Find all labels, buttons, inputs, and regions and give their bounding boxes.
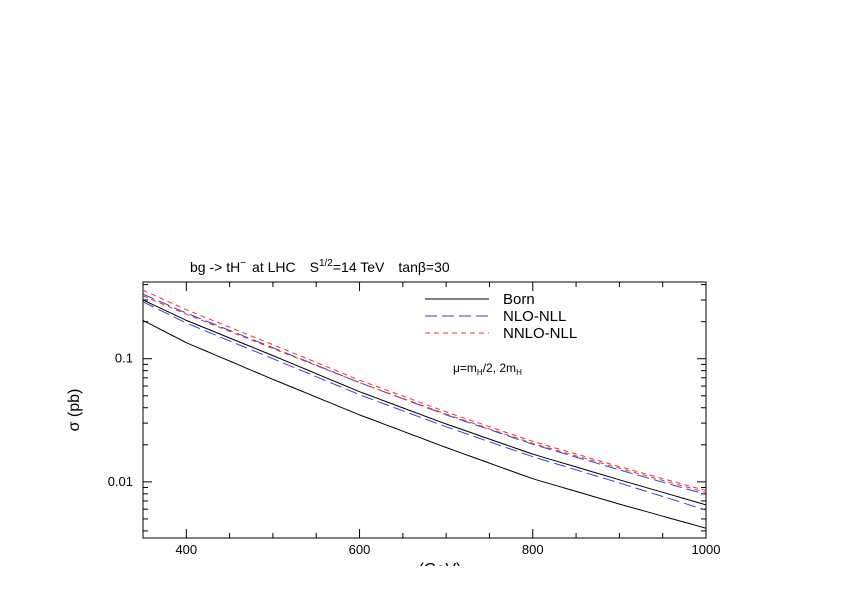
series-line-born — [143, 319, 706, 529]
legend-label: Born — [503, 291, 535, 308]
x-tick-label: 800 — [522, 542, 544, 557]
series-lines — [143, 289, 706, 529]
axis-ticks: 400 600 800 1000 0.01 0.1 — [108, 282, 721, 557]
legend-label: NNLO-NLL — [503, 325, 577, 342]
y-tick-label: 0.1 — [115, 351, 133, 366]
title-process: bg -> tH — [190, 259, 240, 275]
annot-sub2: H — [516, 368, 522, 377]
annot-mu: μ=m — [453, 361, 477, 375]
x-tick-label: 1000 — [692, 542, 721, 557]
title-charge: − — [240, 258, 246, 269]
annot-sub1: H — [477, 368, 483, 377]
chart-title: bg -> tH− at LHC S1/2=14 TeV tanβ=30 — [190, 258, 450, 275]
series-line-nnlo-nll — [143, 295, 706, 493]
title-tanb: tanβ=30 — [398, 259, 449, 275]
title-collider: at LHC — [252, 259, 296, 275]
series-line-nnlo-nll — [143, 289, 706, 492]
title-energy-base: S — [310, 259, 319, 275]
crop-band — [0, 566, 850, 606]
x-tick-label: 400 — [175, 542, 197, 557]
series-line-nlo-nll — [143, 301, 706, 511]
series-line-born — [143, 299, 706, 506]
series-line-nlo-nll — [143, 293, 706, 495]
legend-label: NLO-NLL — [503, 308, 566, 325]
mu-annotation: μ=mH/2, 2mH — [453, 361, 522, 377]
y-tick-label: 0.01 — [108, 474, 133, 489]
y-axis-label: σ (pb) — [66, 389, 83, 432]
title-energy-exp: 1/2 — [319, 258, 333, 269]
plot-frame — [142, 281, 707, 539]
title-energy-value: =14 TeV — [333, 259, 385, 275]
x-tick-label: 600 — [349, 542, 371, 557]
annot-mid: /2, 2m — [483, 361, 516, 375]
